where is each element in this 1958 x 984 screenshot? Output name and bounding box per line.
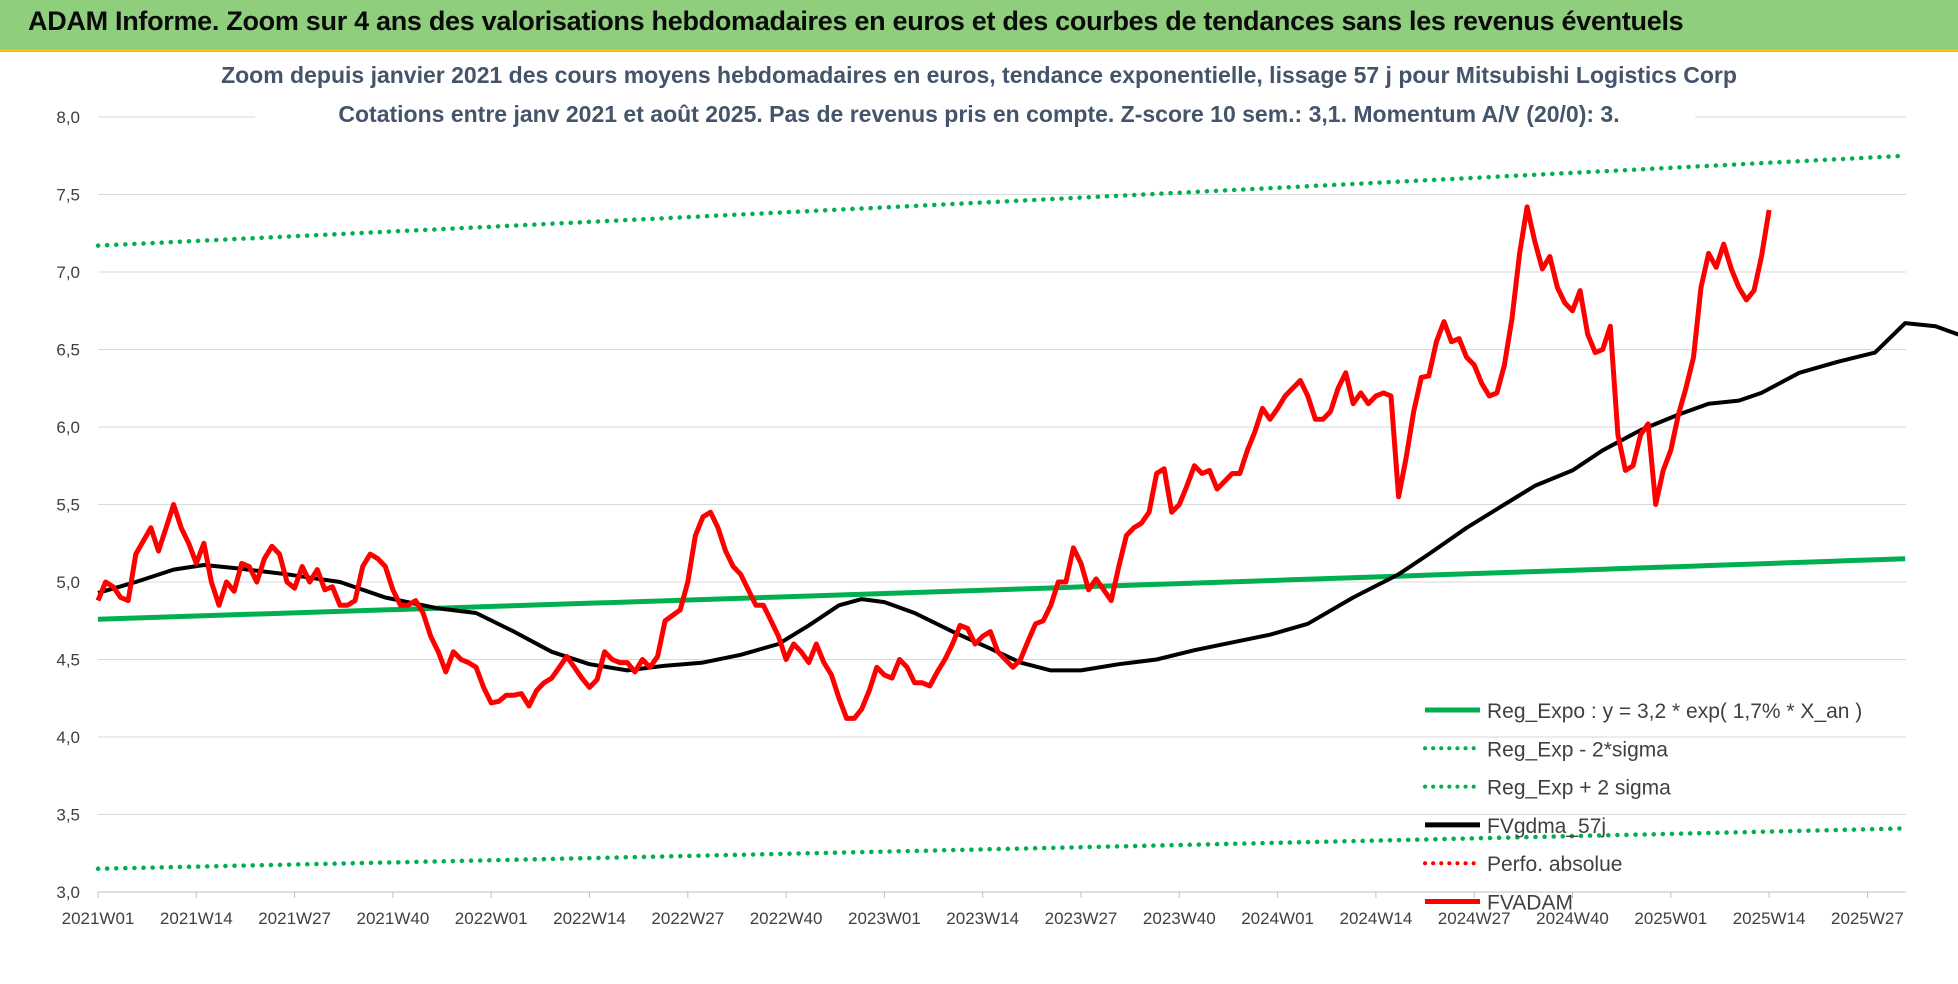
chart-subtitle: Cotations entre janv 2021 et août 2025. … (338, 101, 1619, 127)
chart-svg: 3,0 3,5 4,0 4,5 5,0 5,5 6,0 6,5 7,0 7,5 8,0 2021W01… (56, 58, 1958, 928)
y-tick-label: 3,5 (56, 806, 80, 825)
y-tick-label: 6,0 (56, 418, 80, 437)
y-tick-label: 5,0 (56, 573, 80, 592)
x-tick-label: 2021W01 (62, 909, 135, 928)
x-tick-label: 2023W40 (1143, 909, 1216, 928)
series-line (97, 556, 1906, 622)
header-banner: ADAM Informe. Zoom sur 4 ans des valoris… (0, 0, 1958, 52)
x-tick-label: 2025W27 (1831, 909, 1904, 928)
x-tick-label: 2021W27 (258, 909, 331, 928)
x-tick-label: 2024W27 (1438, 909, 1511, 928)
x-tick-label: 2023W01 (848, 909, 921, 928)
legend-label: Reg_Exp + 2 sigma (1487, 777, 1671, 800)
x-tick-label: 2023W27 (1045, 909, 1118, 928)
legend-label: Reg_Exp - 2*sigma (1487, 738, 1668, 761)
series-layer (95, 153, 1958, 872)
x-tick-label: 2021W14 (160, 909, 233, 928)
y-tick-label: 5,5 (56, 496, 80, 515)
chart-title: Zoom depuis janvier 2021 des cours moyen… (221, 62, 1737, 88)
legend-label: Reg_Expo : y = 3,2 * exp( 1,7% * X_an ) (1487, 700, 1862, 723)
legend: Reg_Expo : y = 3,2 * exp( 1,7% * X_an ) R… (1423, 700, 1862, 915)
x-tick-label: 2025W01 (1634, 909, 1707, 928)
x-tick-label: 2022W27 (651, 909, 724, 928)
x-tick-label: 2024W14 (1340, 909, 1413, 928)
legend-label: FVADAM (1487, 892, 1573, 915)
x-tick-label: 2022W14 (553, 909, 626, 928)
x-tick-label: 2024W40 (1536, 909, 1609, 928)
x-tick-label: 2022W40 (750, 909, 823, 928)
axis-layer: 3,0 3,5 4,0 4,5 5,0 5,5 6,0 6,5 7,0 7,5 8,0 2021W01… (56, 108, 1906, 928)
series-line (97, 321, 1958, 673)
series-line (95, 153, 1908, 248)
x-tick-label: 2023W14 (946, 909, 1019, 928)
series-line (95, 826, 1908, 872)
series-line (95, 204, 1772, 721)
y-tick-label: 4,0 (56, 728, 80, 747)
x-tick-label: 2022W01 (455, 909, 528, 928)
subtitle-background (255, 58, 1695, 128)
legend-label: Perfo. absolue (1487, 853, 1622, 876)
y-tick-label: 4,5 (56, 651, 80, 670)
banner-title: ADAM Informe. Zoom sur 4 ans des valoris… (28, 6, 1684, 36)
y-tick-label: 6,5 (56, 341, 80, 360)
y-tick-label: 7,0 (56, 263, 80, 282)
x-tick-label: 2025W14 (1733, 909, 1806, 928)
y-tick-label: 3,0 (56, 883, 80, 902)
y-tick-label: 7,5 (56, 186, 80, 205)
legend-label: FVgdma_57j (1487, 815, 1606, 838)
chart-frame: 3,0 3,5 4,0 4,5 5,0 5,5 6,0 6,5 7,0 7,5 8,0 2021W01… (0, 52, 1958, 984)
y-tick-label: 8,0 (56, 108, 80, 127)
x-tick-label: 2024W01 (1241, 909, 1314, 928)
x-tick-label: 2021W40 (357, 909, 430, 928)
